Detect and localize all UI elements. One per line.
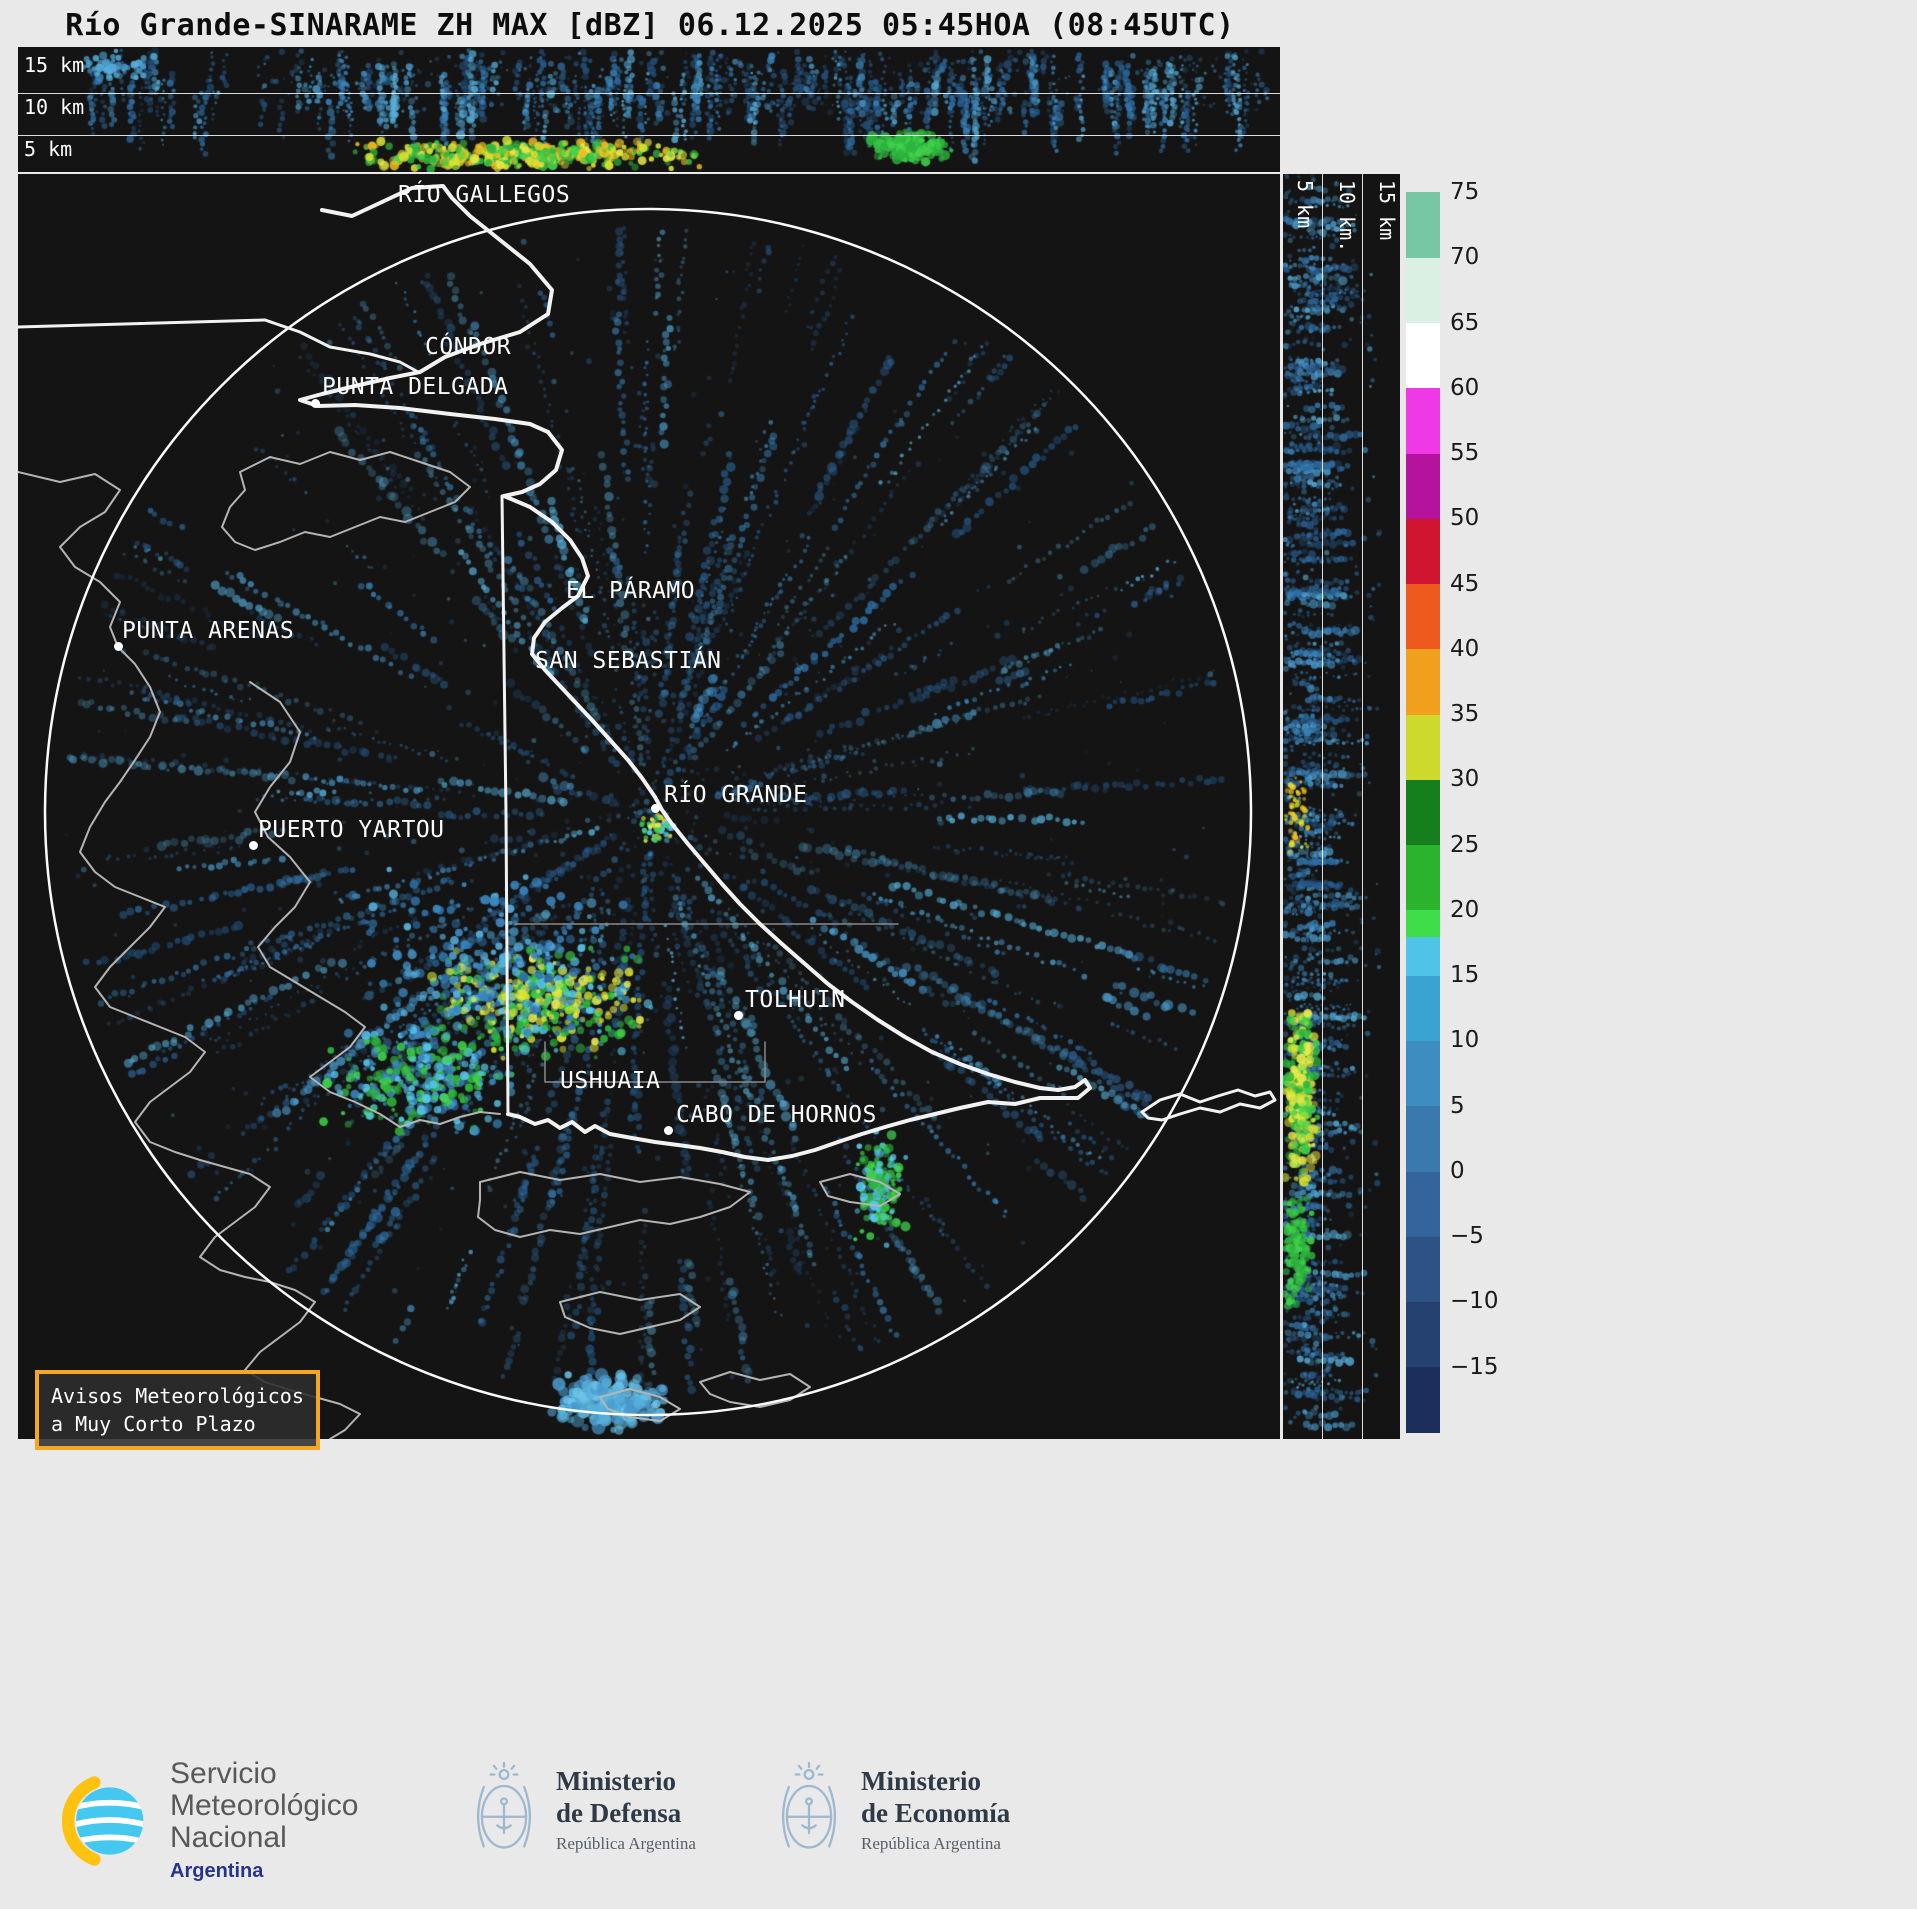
altitude-label-v-10km: 10 km. xyxy=(1335,180,1359,253)
colorbar-tick-label: 0 xyxy=(1450,1157,1465,1184)
colorbar-tick-label: 35 xyxy=(1450,701,1480,728)
ministry-economia-sub: República Argentina xyxy=(861,1833,1001,1853)
top-cross-section-canvas xyxy=(18,47,1280,172)
smn-country-label: Argentina xyxy=(170,1860,264,1883)
smn-logo-icon xyxy=(61,1775,144,1866)
altitude-label-5km: 5 km xyxy=(24,137,73,161)
warnings-line2: a Muy Corto Plazo xyxy=(51,1412,256,1436)
right-cross-section-canvas xyxy=(1283,174,1400,1439)
altitude-gridline-15km xyxy=(18,93,1280,94)
colorbar-segment xyxy=(1406,1170,1440,1237)
colorbar-segment xyxy=(1406,1040,1440,1107)
colorbar-tick-label: 65 xyxy=(1450,309,1480,336)
town-dot xyxy=(651,804,660,813)
colorbar-tick-label: 45 xyxy=(1450,570,1480,597)
colorbar-tick-label: 20 xyxy=(1450,896,1480,923)
altitude-label-15km: 15 km xyxy=(24,53,85,77)
colorbar: 75 70 65 60 55 50 45 40 35 30 25 20 15 10 5 0 −5 −10 −15 xyxy=(1406,174,1526,1439)
colorbar-segment xyxy=(1406,453,1440,519)
warnings-line1: Avisos Meteorológicos xyxy=(51,1384,304,1408)
colorbar-segment xyxy=(1406,1366,1440,1433)
smn-name-line1: Servicio xyxy=(170,1757,277,1790)
colorbar-tick-label: −5 xyxy=(1450,1223,1484,1250)
colorbar-tick-label: 55 xyxy=(1450,440,1480,467)
colorbar-tick-label: 25 xyxy=(1450,831,1480,858)
altitude-label-v-5km: 5 km xyxy=(1293,180,1317,229)
altitude-label-v-15km: 15 km xyxy=(1375,180,1399,241)
place-label: RÍO GRANDE xyxy=(664,782,808,808)
colorbar-segment xyxy=(1406,779,1440,846)
ministry-economia-line2: de Economía xyxy=(861,1798,1011,1828)
top-cross-section-panel: 15 km 10 km 5 km xyxy=(18,47,1280,172)
colorbar-tick-label: 30 xyxy=(1450,766,1480,793)
place-label: PUNTA DELGADA xyxy=(322,374,509,400)
colorbar-segment xyxy=(1406,936,1440,976)
colorbar-tick-label: 10 xyxy=(1450,1027,1480,1054)
smn-name-line2: Meteorológico xyxy=(170,1789,359,1823)
town-dot xyxy=(664,1126,673,1135)
town-dot xyxy=(734,1011,743,1020)
colorbar-tick-label: −15 xyxy=(1450,1353,1499,1380)
colorbar-segment xyxy=(1406,1105,1440,1172)
colorbar-tick-label: 15 xyxy=(1450,962,1480,989)
town-dot xyxy=(249,841,258,850)
smn-name-line3: Nacional xyxy=(170,1821,287,1855)
place-label: TOLHUIN xyxy=(745,987,846,1013)
colorbar-segment xyxy=(1406,844,1440,911)
colorbar-segment xyxy=(1406,583,1440,650)
colorbar-segment xyxy=(1406,1301,1440,1368)
colorbar-segment xyxy=(1406,909,1440,937)
town-dot xyxy=(311,399,320,408)
colorbar-segment xyxy=(1406,322,1440,389)
place-label: USHUAIA xyxy=(560,1068,661,1094)
place-label: EL PÁRAMO xyxy=(566,578,696,604)
coat-of-arms-icon xyxy=(781,1762,837,1849)
place-label: RÍO GALLEGOS xyxy=(398,182,571,208)
colorbar-segment xyxy=(1406,387,1440,454)
smn-logo-group: Servicio Meteorológico Nacional Argentin… xyxy=(52,1757,359,1883)
colorbar-segment xyxy=(1406,192,1440,258)
place-label: CABO DE HORNOS xyxy=(676,1102,877,1128)
colorbar-segment xyxy=(1406,714,1440,780)
colorbar-tick-label: 75 xyxy=(1450,179,1480,205)
coastline-overlay xyxy=(18,184,1277,1439)
colorbar-tick-label: 5 xyxy=(1450,1092,1465,1119)
place-label: PUNTA ARENAS xyxy=(122,618,295,644)
place-label: PUERTO YARTOU xyxy=(258,817,445,843)
altitude-label-10km: 10 km xyxy=(24,95,85,119)
colorbar-tick-label: 60 xyxy=(1450,374,1480,401)
page-title: Río Grande-SINARAME ZH MAX [dBZ] 06.12.2… xyxy=(65,8,1235,43)
altitude-gridline-10km xyxy=(18,135,1280,136)
place-label: CÓNDOR xyxy=(425,334,512,360)
ministry-defensa-line1: Ministerio xyxy=(556,1766,676,1797)
colorbar-tick-label: 40 xyxy=(1450,635,1480,662)
colorbar-segment xyxy=(1406,648,1440,715)
colorbar-tick-label: 50 xyxy=(1450,505,1480,532)
colorbar-segment xyxy=(1406,257,1440,324)
coat-of-arms-icon xyxy=(476,1762,532,1849)
right-cross-section-panel: 5 km 10 km. 15 km xyxy=(1283,174,1400,1439)
ministry-economia-line1: Ministerio xyxy=(861,1766,981,1797)
ministry-economia-group: Ministerio de Economía República Argenti… xyxy=(775,1762,1010,1858)
ministry-defensa-sub: República Argentina xyxy=(556,1833,696,1853)
colorbar-segment xyxy=(1406,975,1440,1042)
place-label: SAN SEBASTIÁN xyxy=(535,648,722,674)
warnings-box[interactable]: Avisos Meteorológicos a Muy Corto Plazo xyxy=(35,1370,320,1450)
colorbar-tick-label: −10 xyxy=(1450,1288,1499,1315)
town-dot xyxy=(114,642,123,651)
altitude-gridline-v-10km xyxy=(1362,174,1363,1439)
altitude-gridline-v-5km xyxy=(1322,174,1323,1439)
colorbar-segment xyxy=(1406,518,1440,585)
colorbar-segment xyxy=(1406,1236,1440,1303)
colorbar-tick-label: 70 xyxy=(1450,244,1480,271)
ministry-defensa-line2: de Defensa xyxy=(556,1798,682,1828)
ministry-defensa-group: Ministerio de Defensa República Argentin… xyxy=(470,1762,696,1858)
radar-map-panel: RÍO GALLEGOS CÓNDOR PUNTA DELGADA EL PÁRAMO… xyxy=(18,174,1280,1450)
